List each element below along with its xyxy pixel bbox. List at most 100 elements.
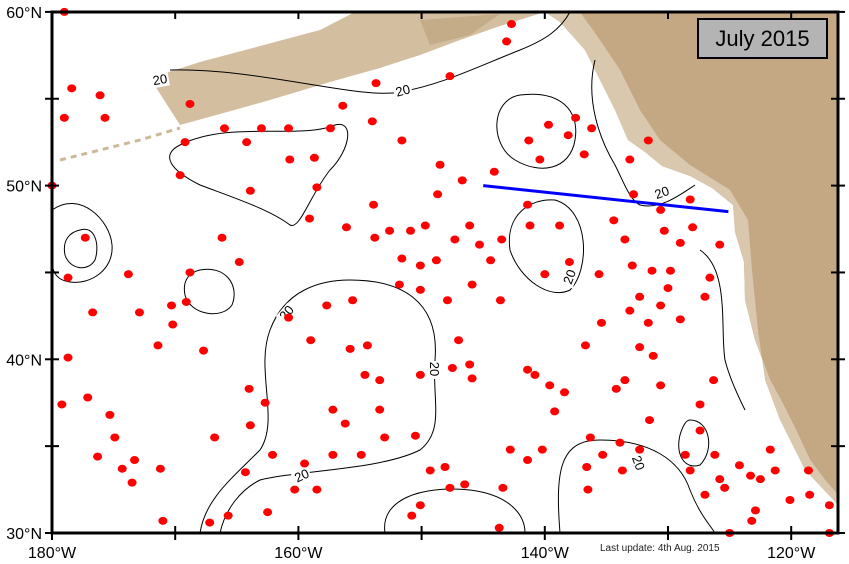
contour-line — [678, 419, 710, 467]
argo-float-marker — [348, 296, 358, 305]
argo-float-marker — [710, 450, 720, 459]
argo-float-marker — [467, 374, 477, 383]
argo-float-marker — [80, 233, 90, 242]
argo-float-marker — [394, 280, 404, 289]
argo-float-marker — [555, 221, 565, 230]
argo-float-marker — [580, 341, 590, 350]
latitude-label: 30°N — [6, 526, 42, 543]
argo-float-marker — [375, 376, 385, 385]
argo-float-marker — [285, 155, 295, 164]
contour-line — [496, 93, 577, 169]
argo-float-marker — [375, 405, 385, 414]
argo-float-marker — [530, 370, 540, 379]
argo-float-marker — [535, 155, 545, 164]
contour-label: 20 — [292, 466, 311, 486]
argo-float-marker — [100, 113, 110, 122]
argo-float-marker — [83, 393, 93, 402]
argo-float-marker — [587, 124, 597, 133]
argo-float-marker — [750, 506, 760, 515]
argo-float-marker — [635, 445, 645, 454]
argo-float-marker — [367, 117, 377, 126]
argo-float-marker — [153, 341, 163, 350]
argo-float-marker — [425, 466, 435, 475]
argo-float-marker — [155, 464, 165, 473]
argo-float-marker — [341, 223, 351, 232]
argo-float-marker — [415, 370, 425, 379]
argo-float-marker — [369, 200, 379, 209]
argo-float-marker — [523, 456, 533, 465]
argo-float-marker — [338, 101, 348, 110]
argo-float-marker — [524, 136, 534, 145]
argo-float-marker — [467, 280, 477, 289]
argo-float-marker — [245, 421, 255, 430]
argo-float-marker — [665, 266, 675, 275]
last-update-text: Last update: 4th Aug. 2015 — [600, 543, 720, 554]
argo-float-marker — [540, 270, 550, 279]
argo-float-marker — [180, 138, 190, 147]
argo-float-marker — [325, 124, 335, 133]
argo-float-marker — [629, 190, 639, 199]
contour-label-background — [428, 361, 441, 379]
argo-float-marker — [385, 226, 395, 235]
contour-label-background — [275, 302, 298, 325]
argo-float-marker — [747, 516, 757, 525]
argo-float-marker — [63, 273, 73, 282]
argo-float-marker — [95, 91, 105, 100]
argo-float-marker — [199, 346, 209, 355]
argo-float-marker — [635, 292, 645, 301]
latitude-label: 40°N — [6, 352, 42, 369]
argo-float-marker — [63, 353, 73, 362]
argo-float-marker — [447, 363, 457, 372]
argo-float-marker — [545, 381, 555, 390]
argo-float-marker — [234, 258, 244, 267]
contour-line — [557, 439, 716, 534]
argo-float-marker — [306, 336, 316, 345]
argo-float-marker — [645, 416, 655, 425]
argo-float-marker — [134, 308, 144, 317]
contour-line — [169, 124, 349, 226]
argo-float-marker — [709, 376, 719, 385]
argo-float-marker — [675, 315, 685, 324]
argo-float-marker — [440, 462, 450, 471]
argo-float-marker — [620, 235, 630, 244]
argo-float-marker — [497, 235, 507, 244]
argo-float-marker — [268, 450, 278, 459]
argo-float-marker — [59, 113, 69, 122]
alaska-brown-relief — [420, 14, 500, 45]
argo-float-marker — [647, 266, 657, 275]
argo-float-marker — [217, 233, 227, 242]
argo-float-marker — [659, 226, 669, 235]
argo-float-marker — [445, 72, 455, 81]
argo-float-marker — [309, 153, 319, 162]
argo-float-marker — [240, 468, 250, 477]
argo-float-marker — [734, 461, 744, 470]
argo-float-marker — [715, 240, 725, 249]
argo-float-marker — [715, 475, 725, 484]
argo-float-marker — [445, 483, 455, 492]
contour-label: 20 — [427, 362, 442, 376]
argo-float-marker — [465, 360, 475, 369]
argo-float-marker — [507, 20, 517, 29]
argo-float-marker — [523, 200, 533, 209]
argo-float-marker — [700, 292, 710, 301]
argo-float-marker — [685, 195, 695, 204]
argo-float-marker — [457, 176, 467, 185]
contour-label: 20 — [560, 267, 579, 286]
argo-float-marker — [205, 518, 215, 527]
argo-float-marker — [705, 273, 715, 282]
contour-label-background — [290, 466, 313, 487]
contour-label-background — [392, 82, 414, 101]
map-frame — [45, 10, 845, 540]
argo-float-marker — [525, 221, 535, 230]
argo-float-marker — [656, 205, 666, 214]
argo-float-marker — [345, 344, 355, 353]
argo-float-marker — [563, 131, 573, 140]
argo-float-marker — [181, 297, 191, 306]
argo-float-marker — [755, 475, 765, 484]
argo-float-marker — [210, 433, 220, 442]
land — [59, 12, 838, 505]
argo-float-marker — [695, 426, 705, 435]
argo-float-marker — [360, 370, 370, 379]
argo-float-marker — [475, 240, 485, 249]
